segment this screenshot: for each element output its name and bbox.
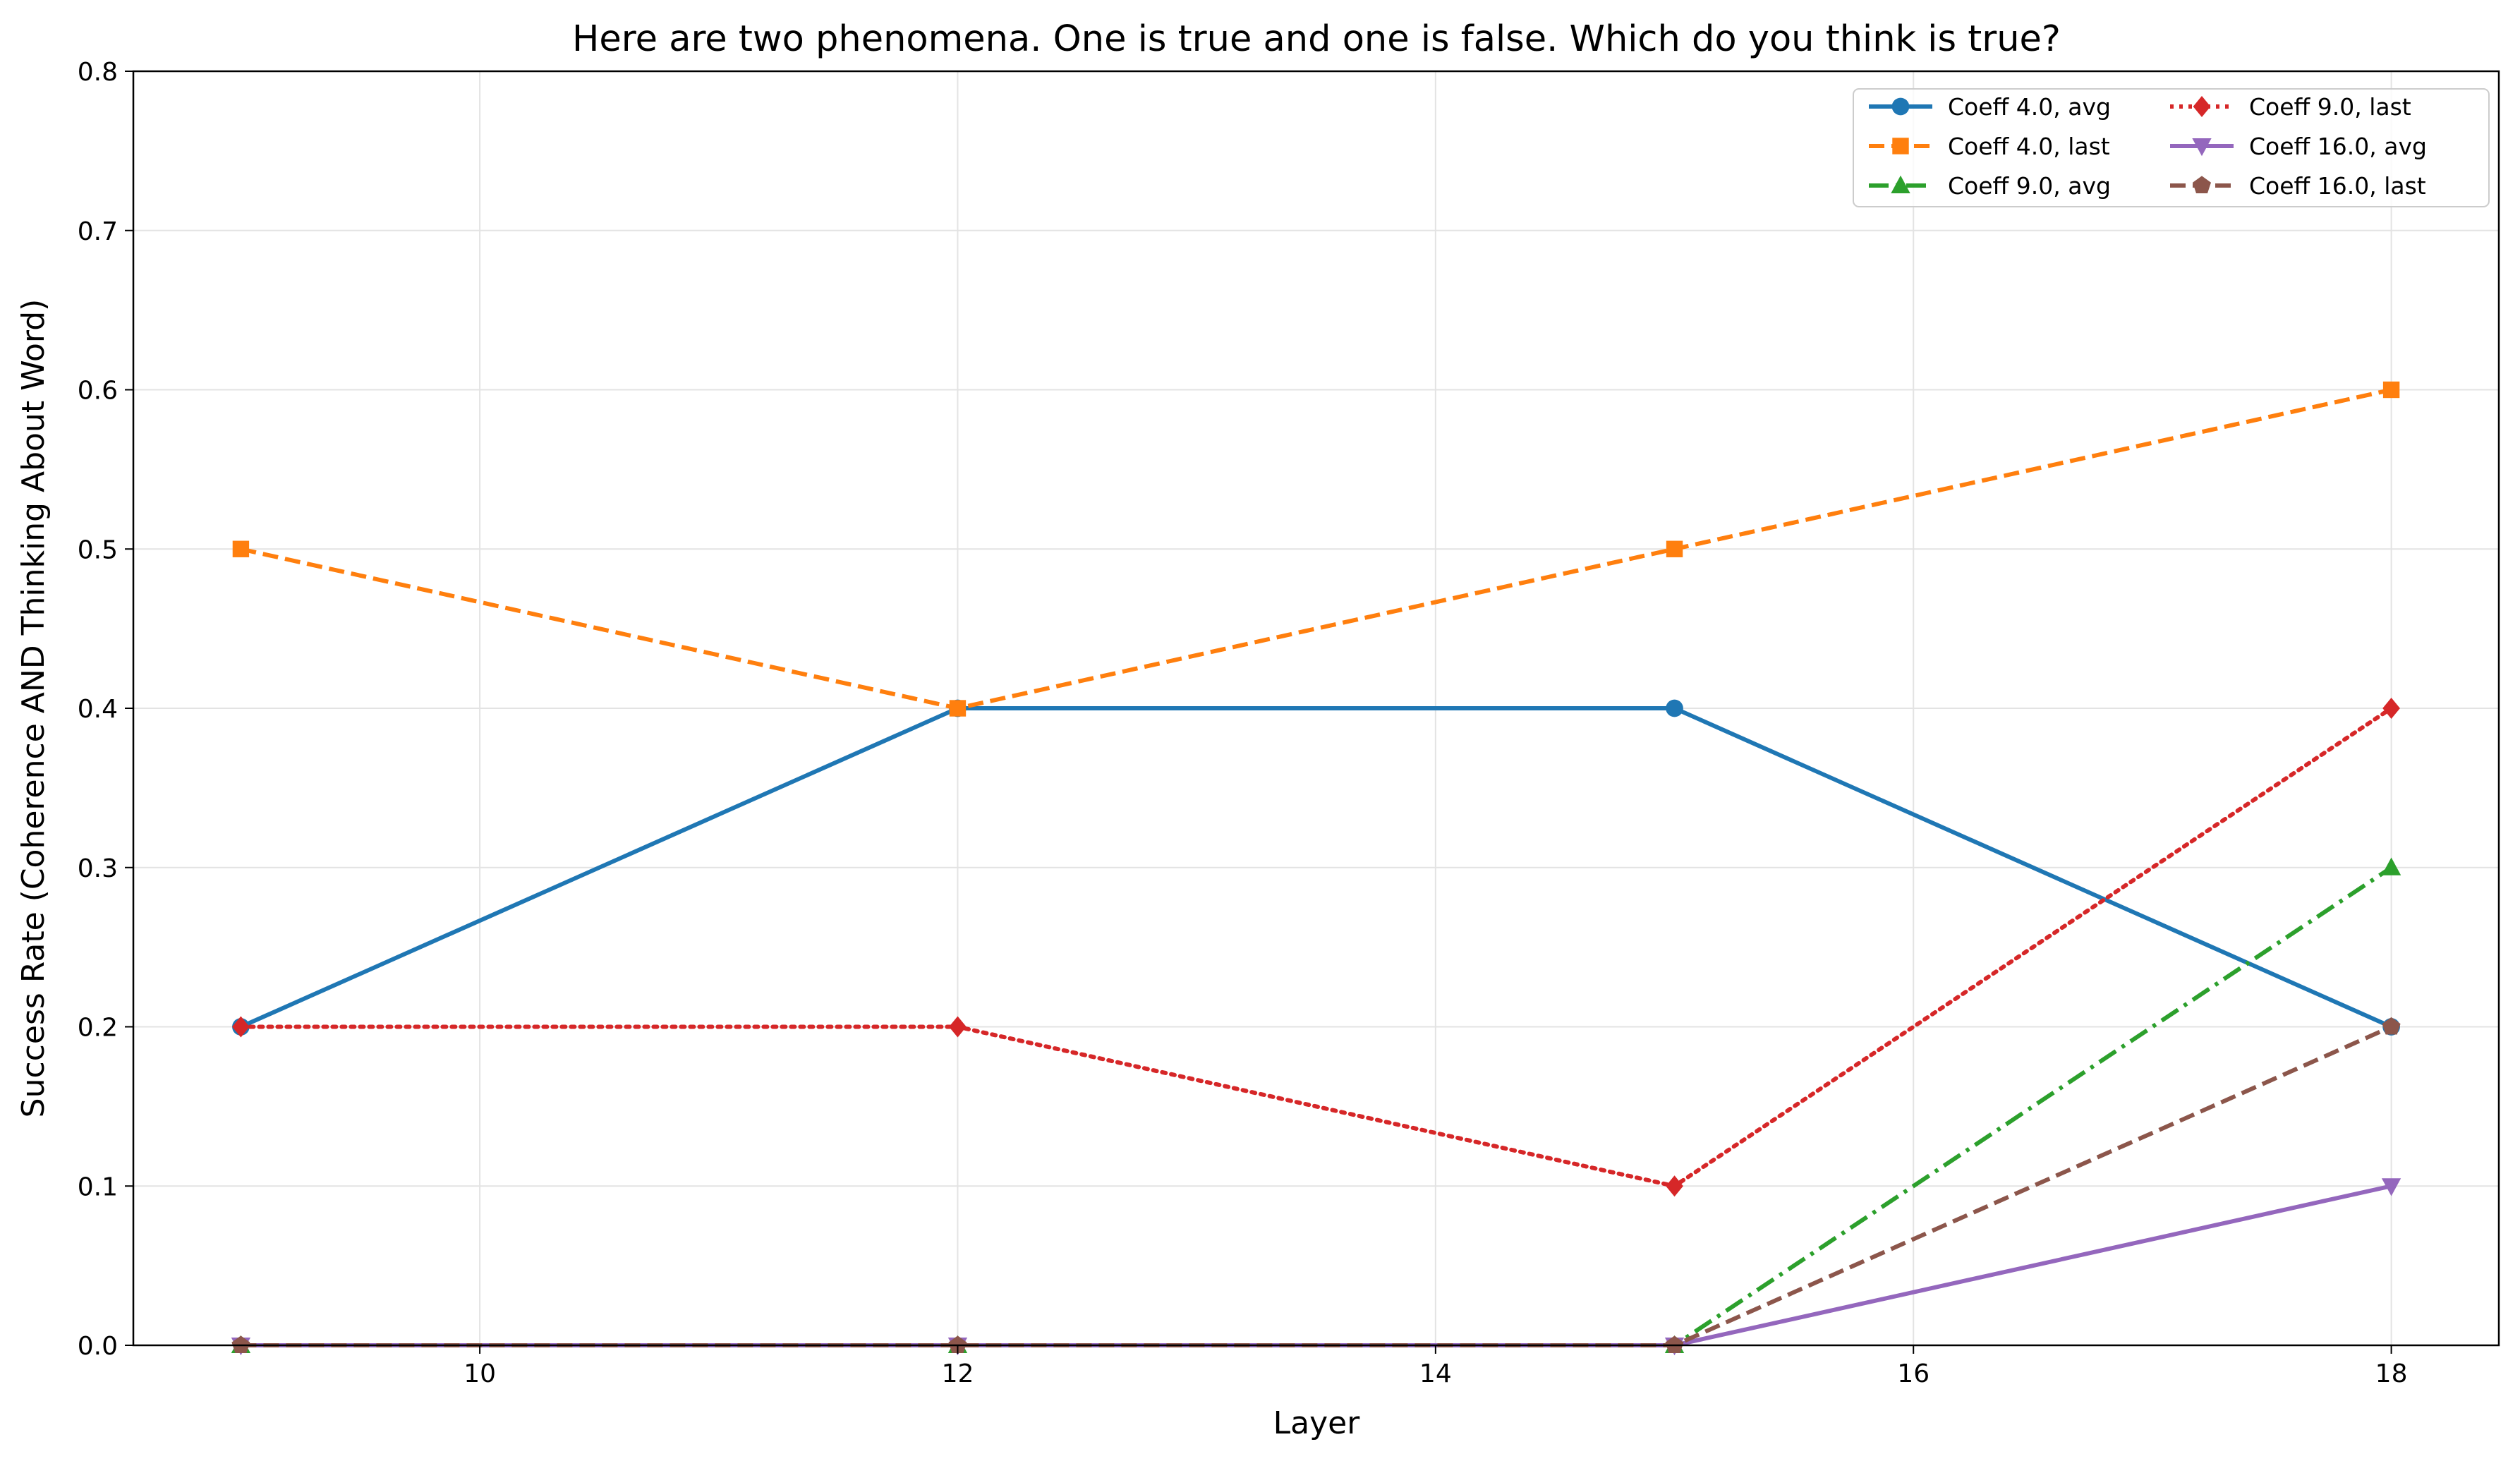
legend-label: Coeff 16.0, last [2249, 172, 2426, 200]
chart-title: Here are two phenomena. One is true and … [572, 18, 2061, 60]
legend: Coeff 4.0, avg Coeff 4.0, last Coeff 9.0, … [1853, 88, 2490, 207]
series-6-point [231, 1335, 250, 1354]
x-tick-label: 14 [1419, 1359, 1452, 1388]
legend-entry: Coeff 16.0, avg [2170, 133, 2427, 160]
series-4 [232, 698, 2400, 1197]
y-tick-label: 0.5 [78, 535, 118, 564]
axes-ticks: 10 12 14 16 18 0.0 0.1 0.2 0.3 0.4 0.5 0.6 0.7 0.8 [78, 58, 2408, 1388]
series-1-line [240, 706, 2392, 1029]
series-4-point [949, 1016, 967, 1038]
y-tick-label: 0.4 [78, 695, 118, 724]
legend-entry: Coeff 9.0, last [2170, 93, 2411, 121]
series-3-point [2381, 857, 2401, 875]
x-axis-title: Layer [1273, 1405, 1361, 1441]
x-tick-label: 16 [1897, 1359, 1930, 1388]
legend-marker [1891, 175, 1910, 194]
legend-marker [1891, 97, 1910, 116]
series-2-point [949, 700, 967, 717]
legend-marker [2193, 96, 2211, 117]
legend-marker [1892, 138, 1909, 154]
series-2-point [1666, 540, 1683, 557]
series-2 [232, 381, 2400, 717]
y-axis-title: Success Rate (Coherence AND Thinking Abo… [16, 299, 52, 1118]
series-2-point [232, 540, 250, 557]
series-6-point [1665, 1335, 1684, 1354]
legend-entry: Coeff 4.0, last [1869, 133, 2110, 160]
legend-marker [2192, 138, 2212, 157]
y-tick-label: 0.1 [78, 1172, 118, 1201]
legend-label: Coeff 4.0, avg [1948, 93, 2111, 121]
legend-entry: Coeff 9.0, avg [1869, 172, 2111, 200]
legend-label: Coeff 16.0, avg [2249, 133, 2427, 160]
series-4-line [238, 706, 2394, 1189]
y-tick-label: 0.0 [78, 1332, 118, 1361]
legend-marker [2193, 176, 2211, 194]
legend-label: Coeff 9.0, avg [1948, 172, 2111, 200]
series-4-point [2382, 698, 2400, 719]
y-tick-label: 0.3 [78, 854, 118, 883]
legend-entry: Coeff 16.0, last [2170, 172, 2426, 200]
series-5-point [2381, 1178, 2401, 1196]
series-2-line [240, 387, 2392, 710]
y-tick-label: 0.8 [78, 58, 118, 87]
series-6-point [2382, 1017, 2401, 1035]
series-6-point [948, 1335, 967, 1354]
x-tick-label: 10 [464, 1359, 496, 1388]
y-tick-label: 0.7 [78, 217, 118, 246]
legend-label: Coeff 4.0, last [1948, 133, 2110, 160]
series-4-point [232, 1016, 250, 1038]
series-1-point [1666, 699, 1683, 717]
y-tick-label: 0.2 [78, 1014, 118, 1043]
series-4-point [1666, 1175, 1683, 1197]
legend-entry: Coeff 4.0, avg [1869, 93, 2111, 121]
x-tick-label: 12 [942, 1359, 974, 1388]
x-tick-label: 18 [2375, 1359, 2408, 1388]
series-2-point [2382, 381, 2400, 399]
y-tick-label: 0.6 [78, 377, 118, 406]
legend-label: Coeff 9.0, last [2249, 93, 2411, 121]
